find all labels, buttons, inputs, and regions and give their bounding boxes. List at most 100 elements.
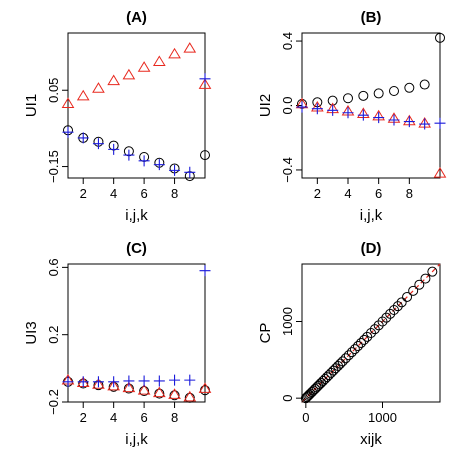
data-point-circle	[419, 79, 430, 90]
data-point-plus	[92, 376, 104, 388]
data-point-triangle	[92, 82, 105, 93]
data-point-plus	[296, 101, 308, 113]
chart-title: (C)	[126, 240, 147, 257]
data-point-circle	[139, 386, 150, 397]
y-axis-label: CP	[257, 323, 274, 344]
data-point-plus	[388, 114, 400, 126]
data-point-triangle	[137, 384, 151, 395]
data-point-plus	[327, 104, 339, 116]
data-point-circle	[420, 273, 431, 284]
data-point-plus	[108, 143, 120, 155]
data-point-circle	[402, 291, 413, 302]
y-tick-label: 0.0	[280, 96, 295, 114]
series-triangle	[61, 42, 212, 108]
data-point-circle	[313, 380, 324, 391]
data-point-plus	[123, 149, 135, 161]
data-point-plus	[342, 107, 354, 119]
chart-title: (D)	[361, 240, 382, 257]
data-point-plus	[373, 112, 385, 124]
x-tick-label: 2	[314, 186, 321, 201]
data-point-plus	[199, 73, 211, 85]
data-point-plus	[123, 375, 135, 387]
x-tick-label: 6	[375, 186, 382, 201]
y-tick-label: −0.2	[46, 389, 61, 415]
data-point-plus	[199, 265, 211, 277]
data-point-circle	[381, 312, 392, 323]
x-tick-label: 2	[80, 186, 87, 201]
data-point-circle	[343, 93, 353, 104]
x-tick-label: 8	[171, 186, 178, 201]
panel-c: (C) 2 4 6 8 −0.2 0.2 0.6 i,j,k UI3	[23, 240, 212, 448]
data-point-triangle	[137, 61, 151, 72]
data-point-plus	[184, 374, 196, 386]
data-point-circle	[404, 82, 415, 93]
x-tick-label: 8	[406, 186, 413, 201]
y-axis-label: UI1	[23, 94, 40, 117]
data-point-circle	[396, 297, 407, 308]
data-point-circle	[352, 341, 363, 352]
data-point-plus	[77, 132, 89, 144]
y-tick-label: 0.05	[46, 78, 61, 103]
data-point-circle	[377, 316, 388, 327]
plot-frame	[301, 32, 441, 179]
data-point-circle	[435, 32, 445, 43]
data-point-circle	[392, 301, 403, 312]
data-point-triangle	[198, 78, 212, 89]
x-axis-label: i,j,k	[125, 431, 148, 448]
data-point-circle	[414, 279, 425, 290]
y-axis-label: UI3	[23, 321, 40, 344]
y-tick-label: 0	[280, 395, 295, 402]
data-point-circle	[346, 347, 357, 358]
data-point-triangle	[122, 68, 136, 80]
chart-title: (A)	[126, 9, 147, 26]
data-point-circle	[314, 379, 325, 390]
x-tick-label: 4	[344, 186, 351, 201]
data-point-triangle	[183, 390, 197, 402]
data-point-plus	[153, 159, 165, 171]
data-point-plus	[138, 155, 150, 167]
panel-b: (B) 2 4 6 8 −0.4 0.0 0.4 i,j,k UI2	[257, 9, 447, 224]
data-point-circle	[385, 308, 396, 319]
series-circle	[297, 32, 445, 109]
plot-frame	[301, 263, 441, 403]
x-tick-label: 4	[110, 186, 117, 201]
y-tick-label: 0.6	[46, 258, 61, 276]
reference-line	[301, 263, 441, 403]
series-plus	[296, 101, 446, 130]
data-point-plus	[92, 138, 104, 150]
data-point-circle	[337, 356, 348, 367]
panel-a: (A) 2 4 6 8 −0.15 0.05 i,j,k UI1	[23, 9, 212, 224]
y-tick-label: −0.15	[46, 150, 61, 183]
data-point-plus	[311, 103, 323, 115]
data-point-circle	[169, 390, 180, 401]
y-tick-label: 0.4	[280, 32, 295, 50]
y-axis-label: UI2	[257, 94, 274, 117]
data-point-triangle	[122, 381, 136, 393]
data-point-triangle	[107, 379, 121, 391]
data-point-plus	[62, 376, 74, 388]
data-point-circle	[184, 392, 195, 403]
x-axis-label: i,j,k	[360, 207, 383, 224]
y-tick-label: −0.4	[280, 157, 295, 183]
data-point-triangle	[168, 388, 181, 399]
data-point-plus	[169, 164, 181, 176]
data-point-circle	[362, 331, 373, 342]
data-point-plus	[419, 118, 431, 130]
data-point-plus	[169, 374, 181, 386]
data-point-circle	[359, 334, 370, 345]
data-point-triangle	[198, 382, 212, 393]
x-axis-label: xijk	[360, 431, 382, 448]
data-point-plus	[153, 375, 165, 387]
series-plus	[62, 265, 211, 388]
series-plus	[62, 73, 211, 178]
data-point-circle	[320, 374, 330, 384]
data-point-circle	[389, 86, 399, 96]
chart-title: (B)	[361, 9, 382, 26]
panel-d: (D) 0 1000 0 1000 xijk CP	[257, 240, 441, 448]
x-tick-label: 6	[140, 186, 147, 201]
data-point-circle	[358, 90, 369, 101]
data-point-circle	[356, 337, 367, 348]
x-tick-label: 6	[140, 410, 147, 425]
data-point-plus	[77, 376, 89, 388]
